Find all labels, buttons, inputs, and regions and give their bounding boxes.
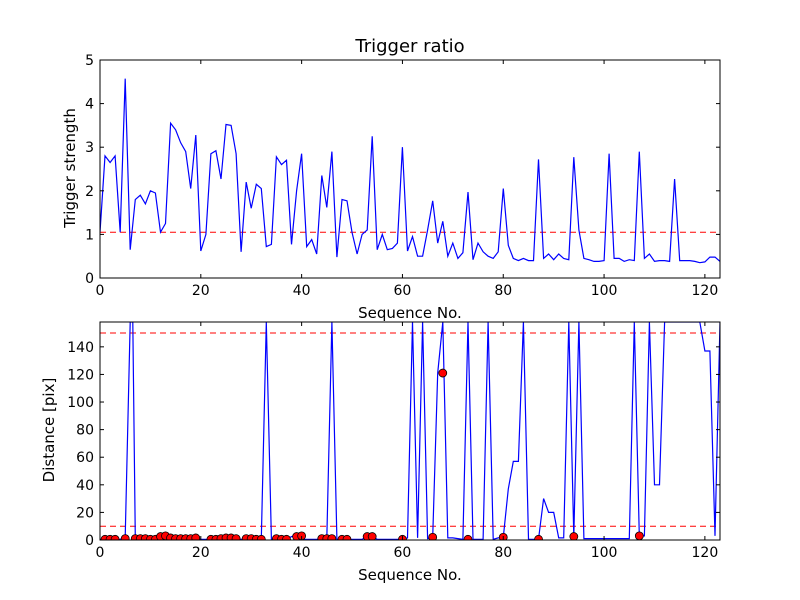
x-tick-label: 100 [591,545,618,561]
series-marker [327,534,337,540]
y-tick-label: 0 [85,533,94,549]
y-axis-label: Trigger strength [61,108,79,229]
y-tick-label: 5 [85,53,94,69]
x-axis-label: Sequence No. [358,304,462,322]
series-marker [191,533,201,540]
series-marker [110,534,120,540]
series-marker [120,534,130,540]
x-tick-label: 0 [96,283,105,299]
x-tick-label: 120 [692,545,719,561]
y-tick-label: 140 [67,340,94,356]
x-tick-label: 60 [394,283,412,299]
y-tick-label: 120 [67,367,94,383]
y-tick-label: 1 [85,227,94,243]
x-tick-label: 20 [192,545,210,561]
x-tick-label: 0 [96,545,105,561]
series-marker [438,368,448,378]
chart-title: Trigger ratio [354,36,464,57]
series-marker [463,534,473,540]
series-marker [569,532,579,540]
y-tick-label: 80 [76,423,94,439]
series-marker [342,534,352,540]
series-marker [256,534,266,540]
x-tick-label: 80 [494,283,512,299]
y-tick-label: 3 [85,140,94,156]
x-tick-label: 40 [293,283,311,299]
plot-area [100,78,720,264]
x-tick-label: 80 [494,545,512,561]
trigger-ratio-panel: Trigger ratio Sequence No. Trigger stren… [61,36,721,322]
series-marker [282,534,291,540]
y-tick-label: 20 [76,505,94,521]
y-tick-label: 2 [85,184,94,200]
y-tick-label: 60 [76,450,94,466]
axes-frame [99,321,721,541]
axes-frame [99,59,721,279]
x-tick-label: 100 [591,283,618,299]
distance-panel: Sequence No. Distance [pix] 0 20 40 60 80 100… [40,321,721,584]
series-marker [428,532,438,540]
y-tick-label: 100 [67,395,94,411]
y-tick-label: 4 [85,97,94,113]
series-marker [367,532,377,540]
x-tick-label: 40 [293,545,311,561]
series-marker [634,531,644,540]
series-line [100,78,720,264]
y-tick-label: 0 [85,271,94,287]
series-marker [231,534,241,540]
x-tick-label: 60 [394,545,412,561]
y-axis-label: Distance [pix] [40,378,58,483]
x-tick-label: 120 [692,283,719,299]
y-tick-label: 40 [76,478,94,494]
x-tick-label: 20 [192,283,210,299]
x-axis-label: Sequence No. [358,566,462,584]
series-marker [534,534,543,540]
